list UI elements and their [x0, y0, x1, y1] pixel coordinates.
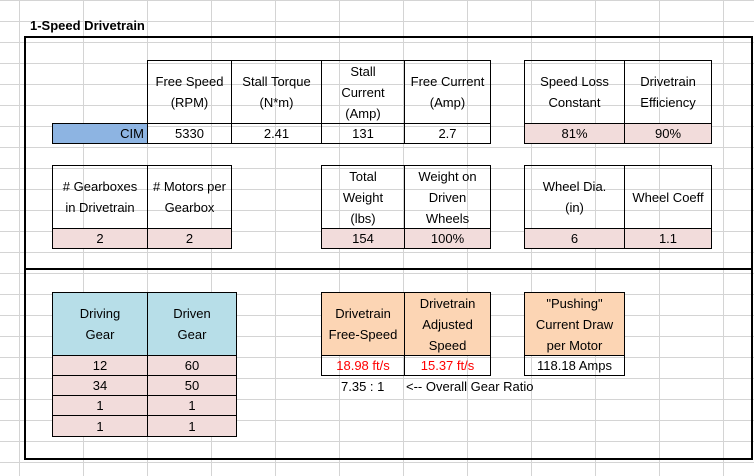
drivetrain-efficiency-cell[interactable]: 90%	[624, 123, 712, 144]
sheet-title: 1-Speed Drivetrain	[30, 18, 145, 33]
header-drivetrain-efficiency[interactable]: Drivetrain Efficiency	[624, 60, 712, 124]
driven-gear-cell[interactable]: 1	[147, 415, 237, 437]
speed-loss-cell[interactable]: 81%	[524, 123, 625, 144]
driven-gear-cell[interactable]: 60	[147, 355, 237, 376]
header-speed-loss[interactable]: Speed Loss Constant	[524, 60, 625, 124]
driving-gear-cell[interactable]: 1	[52, 395, 148, 416]
motor-name-cell[interactable]: CIM	[52, 123, 148, 144]
motors-per-gearbox-cell[interactable]: 2	[147, 228, 232, 249]
header-drivetrain-free-speed[interactable]: Drivetrain Free-Speed	[321, 292, 405, 356]
header-num-gearboxes[interactable]: # Gearboxes in Drivetrain	[52, 165, 148, 229]
pushing-current-cell[interactable]: 118.18 Amps	[524, 355, 625, 376]
header-motors-per-gearbox[interactable]: # Motors per Gearbox	[147, 165, 232, 229]
bottom-section-border	[24, 268, 753, 460]
header-pushing-current[interactable]: "Pushing" Current Draw per Motor	[524, 292, 625, 356]
wheel-diameter-cell[interactable]: 6	[524, 228, 625, 249]
stall-current-cell[interactable]: 131	[321, 123, 405, 144]
header-total-weight[interactable]: Total Weight (lbs)	[321, 165, 405, 229]
header-stall-torque[interactable]: Stall Torque (N*m)	[231, 60, 322, 124]
free-speed-cell[interactable]: 5330	[147, 123, 232, 144]
header-weight-on-driven[interactable]: Weight on Driven Wheels	[404, 165, 491, 229]
header-free-current[interactable]: Free Current (Amp)	[404, 60, 491, 124]
num-gearboxes-cell[interactable]: 2	[52, 228, 148, 249]
header-drivetrain-adjusted-speed[interactable]: Drivetrain Adjusted Speed	[404, 292, 491, 356]
gear-ratio-value[interactable]: 7.35 : 1	[341, 379, 385, 394]
wheel-coeff-cell[interactable]: 1.1	[624, 228, 712, 249]
gear-ratio-label: <-- Overall Gear Ratio	[406, 379, 534, 394]
driving-gear-cell[interactable]: 1	[52, 415, 148, 437]
stall-torque-cell[interactable]: 2.41	[231, 123, 322, 144]
weight-on-driven-cell[interactable]: 100%	[404, 228, 491, 249]
header-stall-current[interactable]: Stall Current (Amp)	[321, 60, 405, 124]
total-weight-cell[interactable]: 154	[321, 228, 405, 249]
drivetrain-free-speed-cell[interactable]: 18.98 ft/s	[321, 355, 405, 376]
drivetrain-adjusted-speed-cell[interactable]: 15.37 ft/s	[404, 355, 491, 376]
header-free-speed[interactable]: Free Speed (RPM)	[147, 60, 232, 124]
free-current-cell[interactable]: 2.7	[404, 123, 491, 144]
header-wheel-diameter[interactable]: Wheel Dia. (in)	[524, 165, 625, 229]
header-driven-gear[interactable]: Driven Gear	[147, 292, 237, 356]
driving-gear-cell[interactable]: 34	[52, 375, 148, 396]
driven-gear-cell[interactable]: 50	[147, 375, 237, 396]
header-wheel-coeff[interactable]: Wheel Coeff	[624, 165, 712, 229]
driving-gear-cell[interactable]: 12	[52, 355, 148, 376]
driven-gear-cell[interactable]: 1	[147, 395, 237, 416]
header-driving-gear[interactable]: Driving Gear	[52, 292, 148, 356]
